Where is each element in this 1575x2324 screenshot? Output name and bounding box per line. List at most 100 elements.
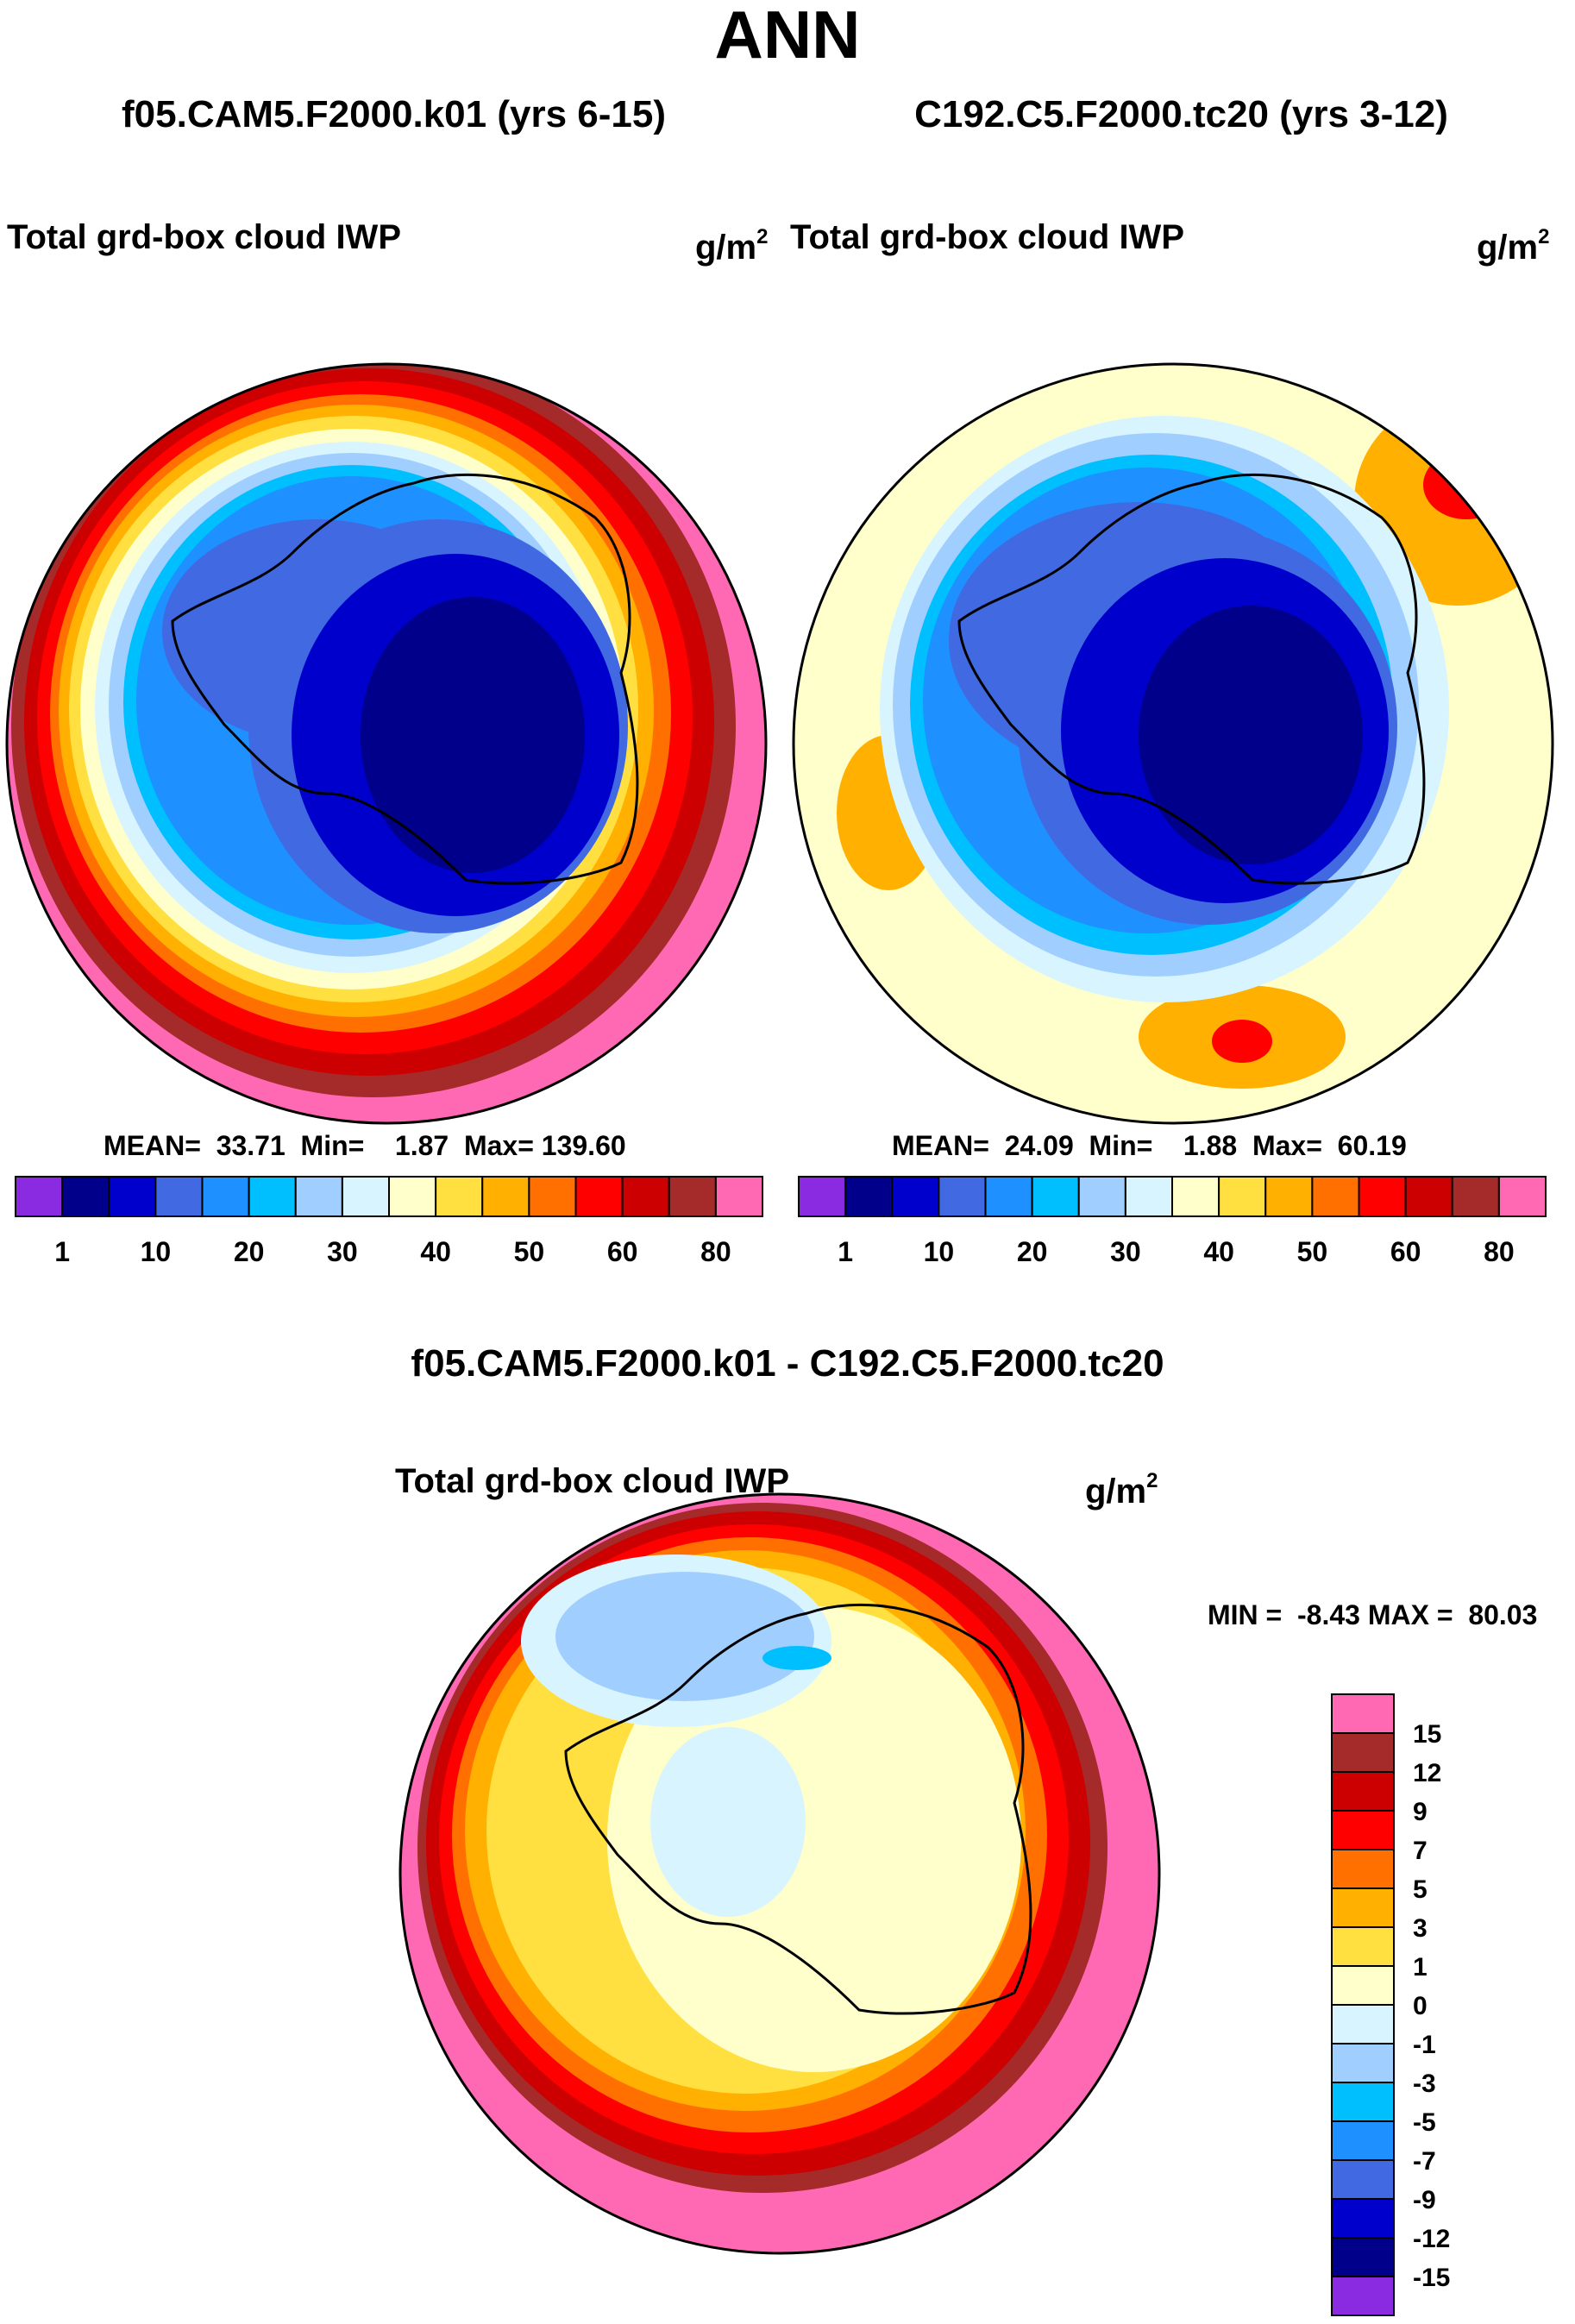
diff-band-neg3: [555, 1572, 814, 1701]
panel2-colorbar-swatch: [1451, 1176, 1500, 1217]
panel2-stats: MEAN= 24.09 Min= 1.88 Max= 60.19: [892, 1130, 1407, 1161]
panel1-map: [7, 364, 766, 1123]
panel2-colorbar-tick-label: 50: [1297, 1236, 1328, 1267]
panel1-colorbar-swatch: [201, 1176, 250, 1217]
panel2-colorbar-swatch: [1264, 1176, 1314, 1217]
diff-colorbar-tick-label: 7: [1413, 1837, 1428, 1865]
panel2-colorbar-swatch: [844, 1176, 894, 1217]
diff-colorbar-tick-label: -15: [1413, 2264, 1450, 2292]
panel1-coastline: [171, 473, 639, 885]
panel1-colorbar-swatch: [668, 1176, 717, 1217]
panel1-colorbar-swatch: [714, 1176, 763, 1217]
panel2-colorbar-tick-label: 60: [1390, 1236, 1421, 1267]
panel1-colorbar: 1 10 20 30 40 50 60 80: [15, 1176, 763, 1267]
panel2-variable-label: Total grd-box cloud IWP: [790, 218, 1184, 256]
diff-colorbar-swatch: [1331, 1771, 1395, 1812]
panel1-colorbar-swatch: [294, 1176, 343, 1217]
panel2-colorbar-swatch: [891, 1176, 940, 1217]
panel2-map-border: [792, 362, 1554, 1125]
diff-coastline: [564, 1603, 1032, 2015]
panel2-units: g/m2: [1477, 225, 1550, 267]
panel2-band-1: [1139, 606, 1363, 864]
panel1-colorbar-tick-label: 40: [420, 1236, 451, 1267]
panel1-colorbar-tick-label: 20: [234, 1236, 265, 1267]
panel1-case-title: f05.CAM5.F2000.k01 (yrs 6-15): [122, 93, 666, 135]
panel1-band-1: [361, 597, 585, 873]
diff-colorbar-tick-label: -12: [1413, 2225, 1450, 2253]
panel2-colorbar-tick-label: 10: [924, 1236, 955, 1267]
diff-colorbar-tick-label: 12: [1413, 1759, 1441, 1787]
diff-colorbar-swatch: [1331, 1965, 1395, 2006]
diff-units: g/m2: [1085, 1469, 1158, 1511]
panel1-colorbar-tick-label: 80: [700, 1236, 731, 1267]
panel2-colorbar-tick-label: 40: [1203, 1236, 1234, 1267]
panel2-colorbar-swatch: [1311, 1176, 1360, 1217]
diff-colorbar-tick-label: -7: [1413, 2147, 1436, 2176]
panel1-colorbar-tick-label: 10: [141, 1236, 172, 1267]
panel1-units: g/m2: [695, 225, 769, 267]
panel2-colorbar: 1 10 20 30 40 50 60 80: [798, 1176, 1547, 1267]
panel2-colorbar-swatch: [1124, 1176, 1173, 1217]
diff-colorbar-tick-label: 9: [1413, 1798, 1428, 1826]
diff-colorbar-tick-label: 5: [1413, 1875, 1428, 1904]
panel1-colorbar-tick-label: 30: [327, 1236, 358, 1267]
panel2-colorbar-swatch: [1171, 1176, 1220, 1217]
diff-colorbar-swatch: [1331, 2237, 1395, 2277]
panel2-colorbar-tick-label: 80: [1484, 1236, 1515, 1267]
diff-colorbar-swatch: [1331, 1887, 1395, 1928]
diff-colorbar-swatch: [1331, 2082, 1395, 2122]
panel1-colorbar-swatch: [435, 1176, 484, 1217]
panel2-colorbar-swatch: [1218, 1176, 1267, 1217]
panel2-blob-s-core: [1212, 1020, 1272, 1063]
panel1-colorbar-swatch: [341, 1176, 390, 1217]
diff-colorbar-tick-label: 3: [1413, 1914, 1428, 1943]
diff-colorbar-tick-label: -3: [1413, 2070, 1436, 2098]
diff-stats: MIN = -8.43 MAX = 80.03: [1208, 1599, 1538, 1630]
panel2-colorbar-swatch: [798, 1176, 847, 1217]
panel2-colorbar-swatch: [984, 1176, 1033, 1217]
diff-colorbar-swatch: [1331, 1693, 1395, 1734]
panel2-case-title: C192.C5.F2000.tc20 (yrs 3-12): [914, 93, 1448, 135]
panel1-colorbar-tick-label: 50: [514, 1236, 545, 1267]
panel1-colorbar-swatch: [528, 1176, 577, 1217]
diff-case-title: f05.CAM5.F2000.k01 - C192.C5.F2000.tc20: [411, 1342, 1164, 1385]
panel1-variable-label: Total grd-box cloud IWP: [7, 218, 401, 256]
panel1-colorbar-swatch: [574, 1176, 624, 1217]
panel1-colorbar-swatch: [388, 1176, 437, 1217]
panel1-map-border: [5, 362, 768, 1125]
panel2-colorbar-swatch: [1031, 1176, 1080, 1217]
diff-colorbar-tick-label: -1: [1413, 2031, 1436, 2059]
panel2-colorbar-swatch: [1077, 1176, 1126, 1217]
diff-colorbar-swatch: [1331, 2159, 1395, 2200]
panel1-colorbar-swatch: [481, 1176, 530, 1217]
diff-colorbar-tick-label: 15: [1413, 1720, 1441, 1749]
panel1-colorbar-swatch: [154, 1176, 204, 1217]
panel2-colorbar-tick-label: 30: [1110, 1236, 1141, 1267]
panel2-colorbar-swatch: [1358, 1176, 1407, 1217]
panel2-colorbar-swatch: [1497, 1176, 1547, 1217]
diff-colorbar-swatch: [1331, 2198, 1395, 2239]
diff-colorbar-swatch: [1331, 1810, 1395, 1850]
diff-colorbar-swatch: [1331, 2043, 1395, 2083]
diff-colorbar-tick-label: -9: [1413, 2186, 1436, 2214]
panel2-coastline: [957, 473, 1426, 885]
diff-colorbar-tick-label: 1: [1413, 1953, 1428, 1982]
panel2-colorbar-tick-label: 1: [838, 1236, 853, 1267]
panel1-colorbar-swatch: [108, 1176, 157, 1217]
panel1-colorbar-swatch: [61, 1176, 110, 1217]
diff-variable-label: Total grd-box cloud IWP: [395, 1462, 789, 1500]
panel2-colorbar-swatch: [938, 1176, 987, 1217]
diff-colorbar: 15 12 9 7 5 3 1 0 -1 -3 -5 -7 -9 -12 -15: [1331, 1693, 1450, 2316]
diff-colorbar-swatch: [1331, 2276, 1395, 2316]
panel1-colorbar-swatch: [621, 1176, 670, 1217]
diff-colorbar-swatch: [1331, 1926, 1395, 1967]
diff-colorbar-swatch: [1331, 1732, 1395, 1773]
panel2-blob-ne-core: [1423, 450, 1509, 519]
figure-title: ANN: [714, 0, 861, 72]
panel2-map: [794, 364, 1553, 1123]
diff-band-neg1b: [650, 1727, 806, 1917]
diff-colorbar-swatch: [1331, 2004, 1395, 2044]
diff-map: [400, 1494, 1159, 2253]
diff-band-neg5: [762, 1646, 831, 1670]
